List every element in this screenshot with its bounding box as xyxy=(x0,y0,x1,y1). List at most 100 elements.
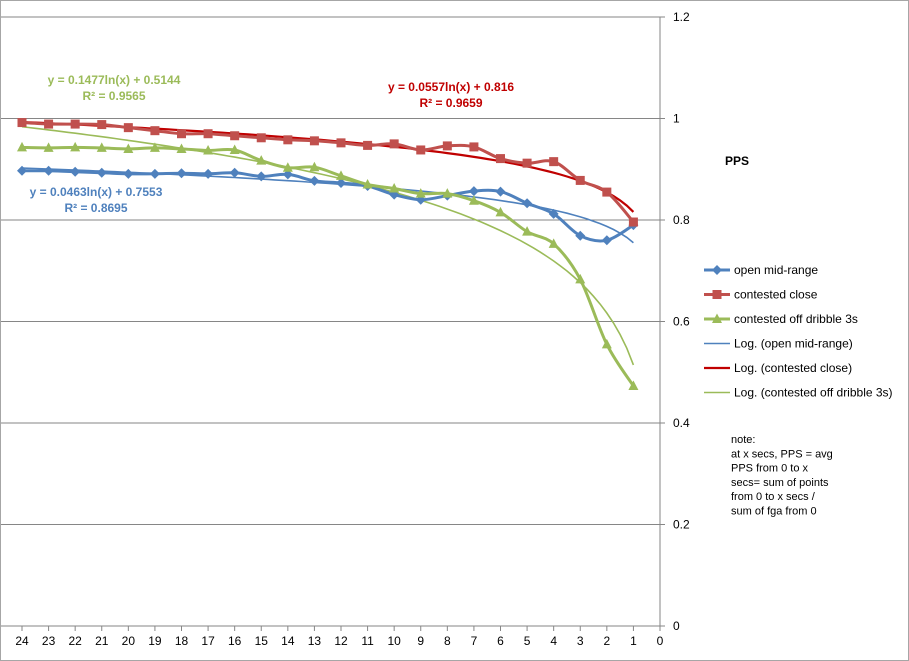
legend-label: open mid-range xyxy=(734,263,818,277)
data-point xyxy=(150,126,160,136)
x-tick-label: 16 xyxy=(228,634,242,648)
data-point xyxy=(123,168,134,179)
data-point xyxy=(495,206,506,217)
trendline-equation: y = 0.1477ln(x) + 0.5144 xyxy=(48,73,181,87)
x-tick-label: 3 xyxy=(577,634,584,648)
data-point xyxy=(363,140,373,150)
data-point xyxy=(176,168,187,179)
data-point xyxy=(256,133,266,143)
data-point xyxy=(149,168,160,179)
data-point xyxy=(43,165,54,176)
x-tick-label: 1 xyxy=(630,634,637,648)
data-point xyxy=(602,187,612,197)
data-point xyxy=(522,198,533,209)
data-point xyxy=(468,186,479,197)
x-tick-label: 19 xyxy=(148,634,162,648)
x-tick-label: 12 xyxy=(334,634,348,648)
data-point xyxy=(309,161,320,172)
series-2 xyxy=(17,118,638,227)
y-tick-label: 0.4 xyxy=(673,416,690,430)
data-point xyxy=(469,142,479,152)
data-point xyxy=(496,154,505,164)
x-tick-label: 13 xyxy=(308,634,322,648)
data-point xyxy=(203,129,213,139)
data-point xyxy=(416,145,426,155)
data-point xyxy=(548,208,559,219)
data-point xyxy=(628,380,639,390)
data-point xyxy=(229,144,240,154)
data-point xyxy=(203,144,214,155)
legend-label: Log. (open mid-range) xyxy=(734,337,853,351)
data-point xyxy=(17,118,27,128)
data-point xyxy=(229,167,240,178)
y-tick-label: 1 xyxy=(673,112,680,126)
x-tick-label: 2 xyxy=(603,634,610,648)
note-line: secs= sum of points xyxy=(731,477,829,489)
data-point xyxy=(70,166,81,177)
legend-marker xyxy=(712,265,722,275)
note-line: PPS from 0 to x xyxy=(731,463,809,475)
series-1 xyxy=(17,165,639,246)
data-point xyxy=(70,119,80,129)
data-point xyxy=(282,162,293,172)
y-tick-label: 0.8 xyxy=(673,213,690,227)
data-point xyxy=(336,138,346,148)
y-tick-label: 0.2 xyxy=(673,518,690,532)
x-tick-label: 5 xyxy=(524,634,531,648)
data-point xyxy=(17,165,27,176)
data-point xyxy=(442,188,453,198)
data-point xyxy=(283,135,293,145)
x-tick-label: 18 xyxy=(175,634,189,648)
legend-marker xyxy=(712,313,722,323)
data-point xyxy=(123,123,133,133)
y-tick-label: 0 xyxy=(673,619,680,633)
data-point xyxy=(601,235,612,246)
data-point xyxy=(149,142,160,152)
x-tick-label: 22 xyxy=(68,634,82,648)
legend-marker xyxy=(712,290,722,299)
legend-label: Log. (contested off dribble 3s) xyxy=(734,386,893,400)
legend: open mid-range contested close contested o… xyxy=(704,263,893,400)
note-line: sum of fga from 0 xyxy=(731,506,817,518)
data-point xyxy=(70,141,81,152)
data-point xyxy=(230,131,240,141)
data-point xyxy=(442,141,452,151)
data-point xyxy=(495,186,506,197)
note-box: note: at x secs, PPS = avg PPS from 0 to x… xyxy=(731,434,833,518)
note-line: from 0 to x secs / xyxy=(731,491,816,503)
data-point xyxy=(176,143,187,153)
data-point xyxy=(601,338,612,349)
x-tick-label: 10 xyxy=(387,634,401,648)
trendline-r2: R² = 0.8695 xyxy=(64,201,127,215)
data-point xyxy=(282,169,293,180)
data-point xyxy=(44,119,54,129)
trendline-equation: y = 0.0557ln(x) + 0.816 xyxy=(388,80,514,94)
data-point xyxy=(522,158,532,168)
trendline-3 xyxy=(21,125,635,366)
x-tick-label: 24 xyxy=(15,634,29,648)
data-point xyxy=(96,167,107,178)
data-point xyxy=(43,142,54,152)
data-point xyxy=(256,155,267,165)
data-point xyxy=(522,226,533,236)
trendline-r2: R² = 0.9659 xyxy=(419,96,482,110)
data-point xyxy=(17,141,27,152)
data-point xyxy=(96,142,107,152)
gridlines xyxy=(1,16,660,627)
x-tick-label: 7 xyxy=(471,634,478,648)
x-tick-label: 0 xyxy=(657,634,664,648)
data-point xyxy=(336,170,346,180)
data-point xyxy=(468,195,479,205)
legend-label: contested off dribble 3s xyxy=(734,312,858,326)
data-point xyxy=(256,171,267,182)
x-tick-label: 17 xyxy=(201,634,215,648)
trendline-r2: R² = 0.9565 xyxy=(82,89,145,103)
data-point xyxy=(548,238,559,248)
series-3 xyxy=(17,141,639,390)
y-tick-label: 0.6 xyxy=(673,315,690,329)
x-tick-label: 6 xyxy=(497,634,504,648)
data-point xyxy=(203,168,214,179)
data-point xyxy=(309,175,320,186)
